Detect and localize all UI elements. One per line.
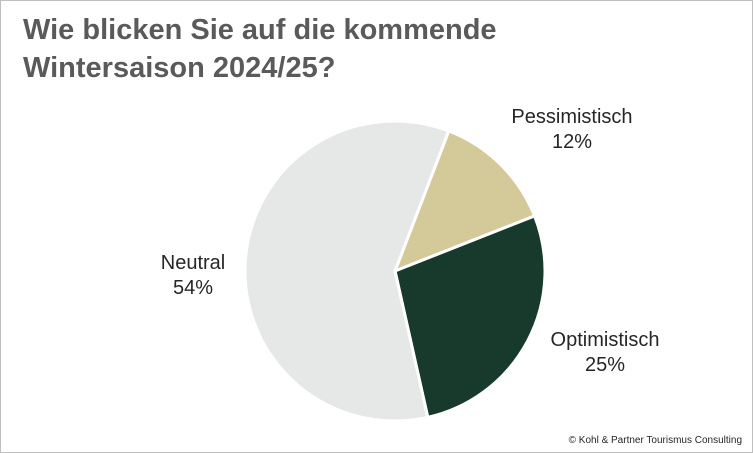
chart-title-line-1: Wie blicken Sie auf die kommende <box>23 14 497 46</box>
chart-title-line-2: Wintersaison 2024/25? <box>23 52 336 84</box>
slice-label-optimistisch: Optimistisch 25% <box>551 329 660 376</box>
slice-label-neutral: Neutral 54% <box>161 252 225 299</box>
slice-label-pessimistisch: Pessimistisch 12% <box>511 106 632 153</box>
copyright-note: © Kohl & Partner Tourismus Consulting <box>568 435 742 446</box>
pie-slice-optimistisch <box>393 214 547 420</box>
pie-slices <box>243 119 547 423</box>
slice-value-pessimistisch: 12% <box>552 131 592 153</box>
slice-value-optimistisch: 25% <box>585 354 625 376</box>
pie-labels: Pessimistisch 12% Optimistisch 25% Neutral 54… <box>161 106 660 376</box>
chart-title: Wie blicken Sie auf die kommende Winters… <box>23 11 583 87</box>
slice-name-neutral: Neutral <box>161 252 225 274</box>
slice-name-pessimistisch: Pessimistisch <box>511 106 632 128</box>
pie-slice-neutral <box>243 119 451 423</box>
pie-slice-pessimistisch <box>392 129 537 274</box>
slice-value-neutral: 54% <box>173 277 213 299</box>
slice-name-optimistisch: Optimistisch <box>551 329 660 351</box>
